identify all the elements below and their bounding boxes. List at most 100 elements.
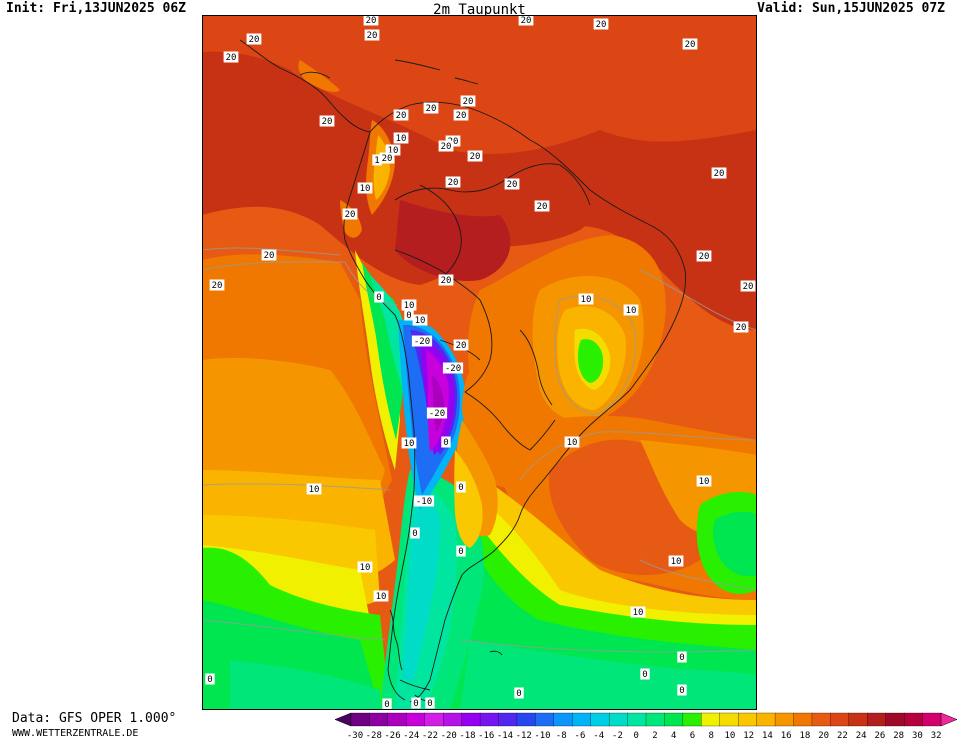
contour-label: 20 bbox=[711, 167, 727, 179]
legend-swatch bbox=[774, 712, 794, 727]
contour-labels: 20 20 20 20 20 20 20 20 20 20 20 20 10 20 20 10 20 20 1 20 2… bbox=[205, 15, 756, 710]
contour-label: 20 bbox=[223, 51, 239, 63]
contour-label: 0 bbox=[410, 527, 420, 539]
legend-tick-label: -26 bbox=[384, 731, 400, 741]
svg-text:0: 0 bbox=[679, 686, 684, 696]
contour-label: 20 bbox=[342, 208, 358, 220]
website-label: WWW.WETTERZENTRALE.DE bbox=[12, 728, 139, 739]
legend-tick-label: 28 bbox=[893, 731, 904, 741]
svg-text:20: 20 bbox=[470, 152, 481, 162]
svg-text:-20: -20 bbox=[445, 364, 461, 374]
legend-tick-label: -14 bbox=[497, 731, 513, 741]
contour-label: 10 bbox=[401, 437, 417, 449]
svg-text:-10: -10 bbox=[416, 497, 432, 507]
svg-text:20: 20 bbox=[463, 97, 474, 107]
data-source-label: Data: GFS OPER 1.000° bbox=[12, 711, 177, 726]
svg-text:10: 10 bbox=[404, 439, 415, 449]
legend-swatch bbox=[645, 712, 665, 727]
legend-tick-label: 16 bbox=[781, 731, 792, 741]
svg-text:0: 0 bbox=[458, 547, 463, 557]
svg-text:1: 1 bbox=[374, 156, 379, 166]
contour-label: 20 bbox=[319, 115, 335, 127]
svg-text:20: 20 bbox=[743, 282, 754, 292]
legend-arrow-high bbox=[940, 712, 958, 727]
contour-label: 10 bbox=[393, 132, 409, 144]
contour-label: 20 bbox=[209, 279, 225, 291]
svg-text:0: 0 bbox=[642, 670, 647, 680]
svg-text:10: 10 bbox=[626, 306, 637, 316]
legend-swatch bbox=[811, 712, 831, 727]
contour-label: 0 bbox=[205, 673, 215, 685]
legend-swatch bbox=[498, 712, 518, 727]
svg-text:0: 0 bbox=[516, 689, 521, 699]
legend-swatch bbox=[369, 712, 389, 727]
svg-text:10: 10 bbox=[581, 295, 592, 305]
legend-tick-label: -20 bbox=[441, 731, 457, 741]
contour-label: 0 bbox=[456, 481, 466, 493]
legend-swatch bbox=[350, 712, 370, 727]
legend-swatch bbox=[553, 712, 573, 727]
contour-label: 20 bbox=[467, 150, 483, 162]
legend-swatch bbox=[535, 712, 555, 727]
dewpoint-map: 20 20 20 20 20 20 20 20 20 20 20 20 10 20 20 10 20 20 1 20 2… bbox=[202, 15, 757, 710]
legend-tick-label: -16 bbox=[478, 731, 494, 741]
legend-tick-label: -22 bbox=[422, 731, 438, 741]
contour-label: 0 bbox=[374, 291, 384, 303]
contour-label: 10 bbox=[357, 182, 373, 194]
contour-label: 20 bbox=[460, 95, 476, 107]
contour-label: 20 bbox=[445, 176, 461, 188]
valid-time: Valid: Sun,15JUN2025 07Z bbox=[757, 1, 945, 16]
contour-label: -20 bbox=[426, 407, 448, 419]
legend-swatch bbox=[848, 712, 868, 727]
svg-text:0: 0 bbox=[376, 293, 381, 303]
contour-label: 10 bbox=[373, 590, 389, 602]
legend-swatch bbox=[682, 712, 702, 727]
svg-text:10: 10 bbox=[376, 592, 387, 602]
legend-tick-label: 30 bbox=[912, 731, 923, 741]
legend-swatch bbox=[406, 712, 426, 727]
legend-tick-label: 26 bbox=[874, 731, 885, 741]
legend-tick-label: 12 bbox=[743, 731, 754, 741]
contour-label: 20 bbox=[246, 33, 262, 45]
svg-text:20: 20 bbox=[249, 35, 260, 45]
contour-label: 20 bbox=[363, 15, 379, 26]
contour-label: 20 bbox=[518, 15, 534, 26]
contour-label: 20 bbox=[261, 249, 277, 261]
svg-text:20: 20 bbox=[685, 40, 696, 50]
svg-text:20: 20 bbox=[456, 341, 467, 351]
svg-text:20: 20 bbox=[322, 117, 333, 127]
legend-tick-label: -18 bbox=[459, 731, 475, 741]
legend-swatch bbox=[867, 712, 887, 727]
contour-label: 0 bbox=[425, 697, 435, 709]
svg-text:0: 0 bbox=[413, 699, 418, 709]
contour-label: 20 bbox=[393, 109, 409, 121]
legend-tick-label: -6 bbox=[575, 731, 586, 741]
legend-swatch bbox=[572, 712, 592, 727]
legend-arrow-low bbox=[334, 712, 352, 727]
contour-label: 0 bbox=[441, 436, 451, 448]
contour-label: 0 bbox=[411, 697, 421, 709]
contour-label: 20 bbox=[682, 38, 698, 50]
svg-text:0: 0 bbox=[207, 675, 212, 685]
svg-text:20: 20 bbox=[699, 252, 710, 262]
legend-swatch bbox=[903, 712, 924, 727]
contour-label: 20 bbox=[438, 140, 454, 152]
contour-label: 0 bbox=[677, 684, 687, 696]
legend-swatch bbox=[830, 712, 850, 727]
legend-tick-label: 32 bbox=[931, 731, 942, 741]
svg-text:20: 20 bbox=[521, 16, 532, 26]
contour-label: 10 bbox=[306, 483, 322, 495]
svg-text:10: 10 bbox=[567, 438, 578, 448]
legend-swatch bbox=[443, 712, 463, 727]
svg-text:20: 20 bbox=[367, 31, 378, 41]
contour-label: 10 bbox=[357, 561, 373, 573]
legend-tick-label: -12 bbox=[516, 731, 532, 741]
legend-swatch bbox=[387, 712, 407, 727]
contour-label: 10 bbox=[412, 314, 428, 326]
svg-text:0: 0 bbox=[458, 483, 463, 493]
legend-tick-label: -24 bbox=[403, 731, 419, 741]
contour-label: 20 bbox=[504, 178, 520, 190]
svg-text:20: 20 bbox=[382, 154, 393, 164]
svg-text:-20: -20 bbox=[429, 409, 445, 419]
svg-text:20: 20 bbox=[596, 20, 607, 30]
